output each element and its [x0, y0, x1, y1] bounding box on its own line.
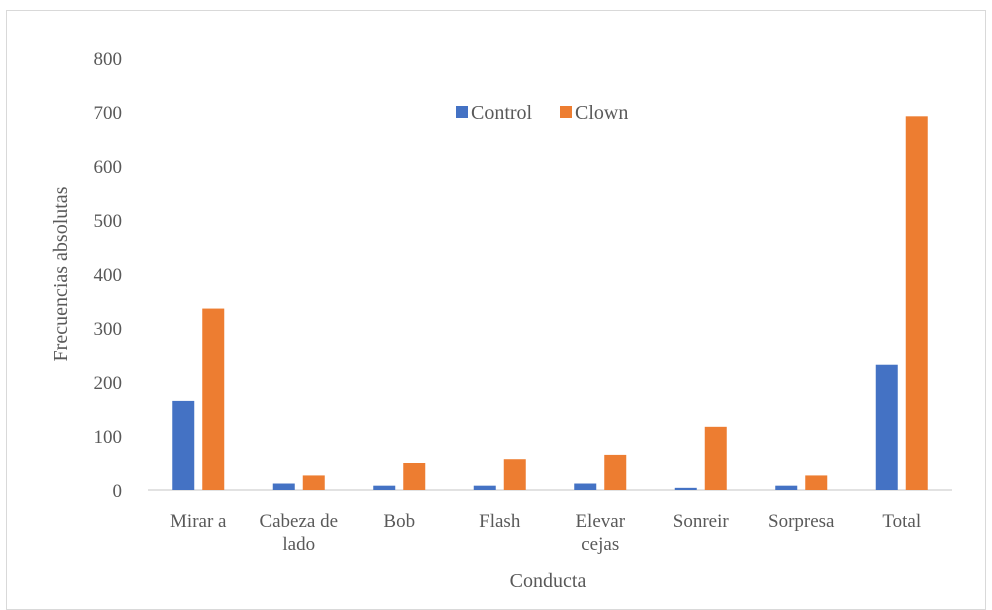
- x-category-label: Total: [882, 511, 921, 532]
- y-tick-label: 200: [94, 373, 123, 394]
- legend-swatch-clown: [560, 106, 572, 118]
- y-axis-title: Frecuencias absolutas: [50, 186, 72, 361]
- bar-clown: [302, 475, 325, 490]
- bar-clown: [704, 426, 727, 490]
- x-category-label: Mirar a: [170, 511, 227, 532]
- y-tick-label: 400: [94, 265, 123, 286]
- bar-clown: [604, 454, 627, 490]
- y-tick-label: 300: [94, 319, 123, 340]
- bar-control: [473, 485, 496, 490]
- legend: Control Clown: [456, 102, 628, 124]
- bar-control: [574, 483, 597, 490]
- y-axis-ticks: 0 100 200 300 400 500 600 700 800: [94, 49, 123, 502]
- bar-clown: [905, 116, 928, 490]
- x-category-label: Cabeza de lado: [259, 511, 338, 555]
- x-axis-title: Conducta: [510, 570, 587, 592]
- legend-label-control: Control: [471, 102, 533, 124]
- legend-label-clown: Clown: [575, 102, 628, 124]
- y-tick-label: 500: [94, 211, 123, 232]
- y-tick-label: 100: [94, 427, 123, 448]
- x-category-label: Sonreir: [673, 511, 730, 532]
- x-axis-categories: Mirar a Cabeza de lado Bob Flash Elevar cejas S…: [170, 511, 921, 555]
- y-tick-label: 0: [113, 481, 123, 502]
- bar-chart: 0 100 200 300 400 500 600 700 800 Mirar a Cabeza …: [50, 49, 952, 592]
- bar-clown: [805, 475, 828, 490]
- y-tick-label: 800: [94, 49, 123, 70]
- x-category-label: Bob: [383, 511, 415, 532]
- bar-control: [674, 487, 697, 490]
- x-category-label: Sorpresa: [768, 511, 835, 532]
- y-tick-label: 600: [94, 157, 123, 178]
- bars: [172, 116, 928, 490]
- bar-clown: [403, 463, 426, 490]
- bar-clown: [202, 308, 225, 490]
- y-tick-label: 700: [94, 103, 123, 124]
- bar-clown: [503, 459, 526, 490]
- bar-control: [172, 400, 195, 490]
- x-category-label: Flash: [479, 511, 521, 532]
- bar-control: [775, 485, 798, 490]
- bar-control: [272, 483, 295, 490]
- legend-swatch-control: [456, 106, 468, 118]
- bar-control: [373, 485, 396, 490]
- bar-control: [875, 364, 898, 490]
- x-category-label: Elevar cejas: [575, 511, 625, 555]
- chart-frame: [6, 10, 986, 610]
